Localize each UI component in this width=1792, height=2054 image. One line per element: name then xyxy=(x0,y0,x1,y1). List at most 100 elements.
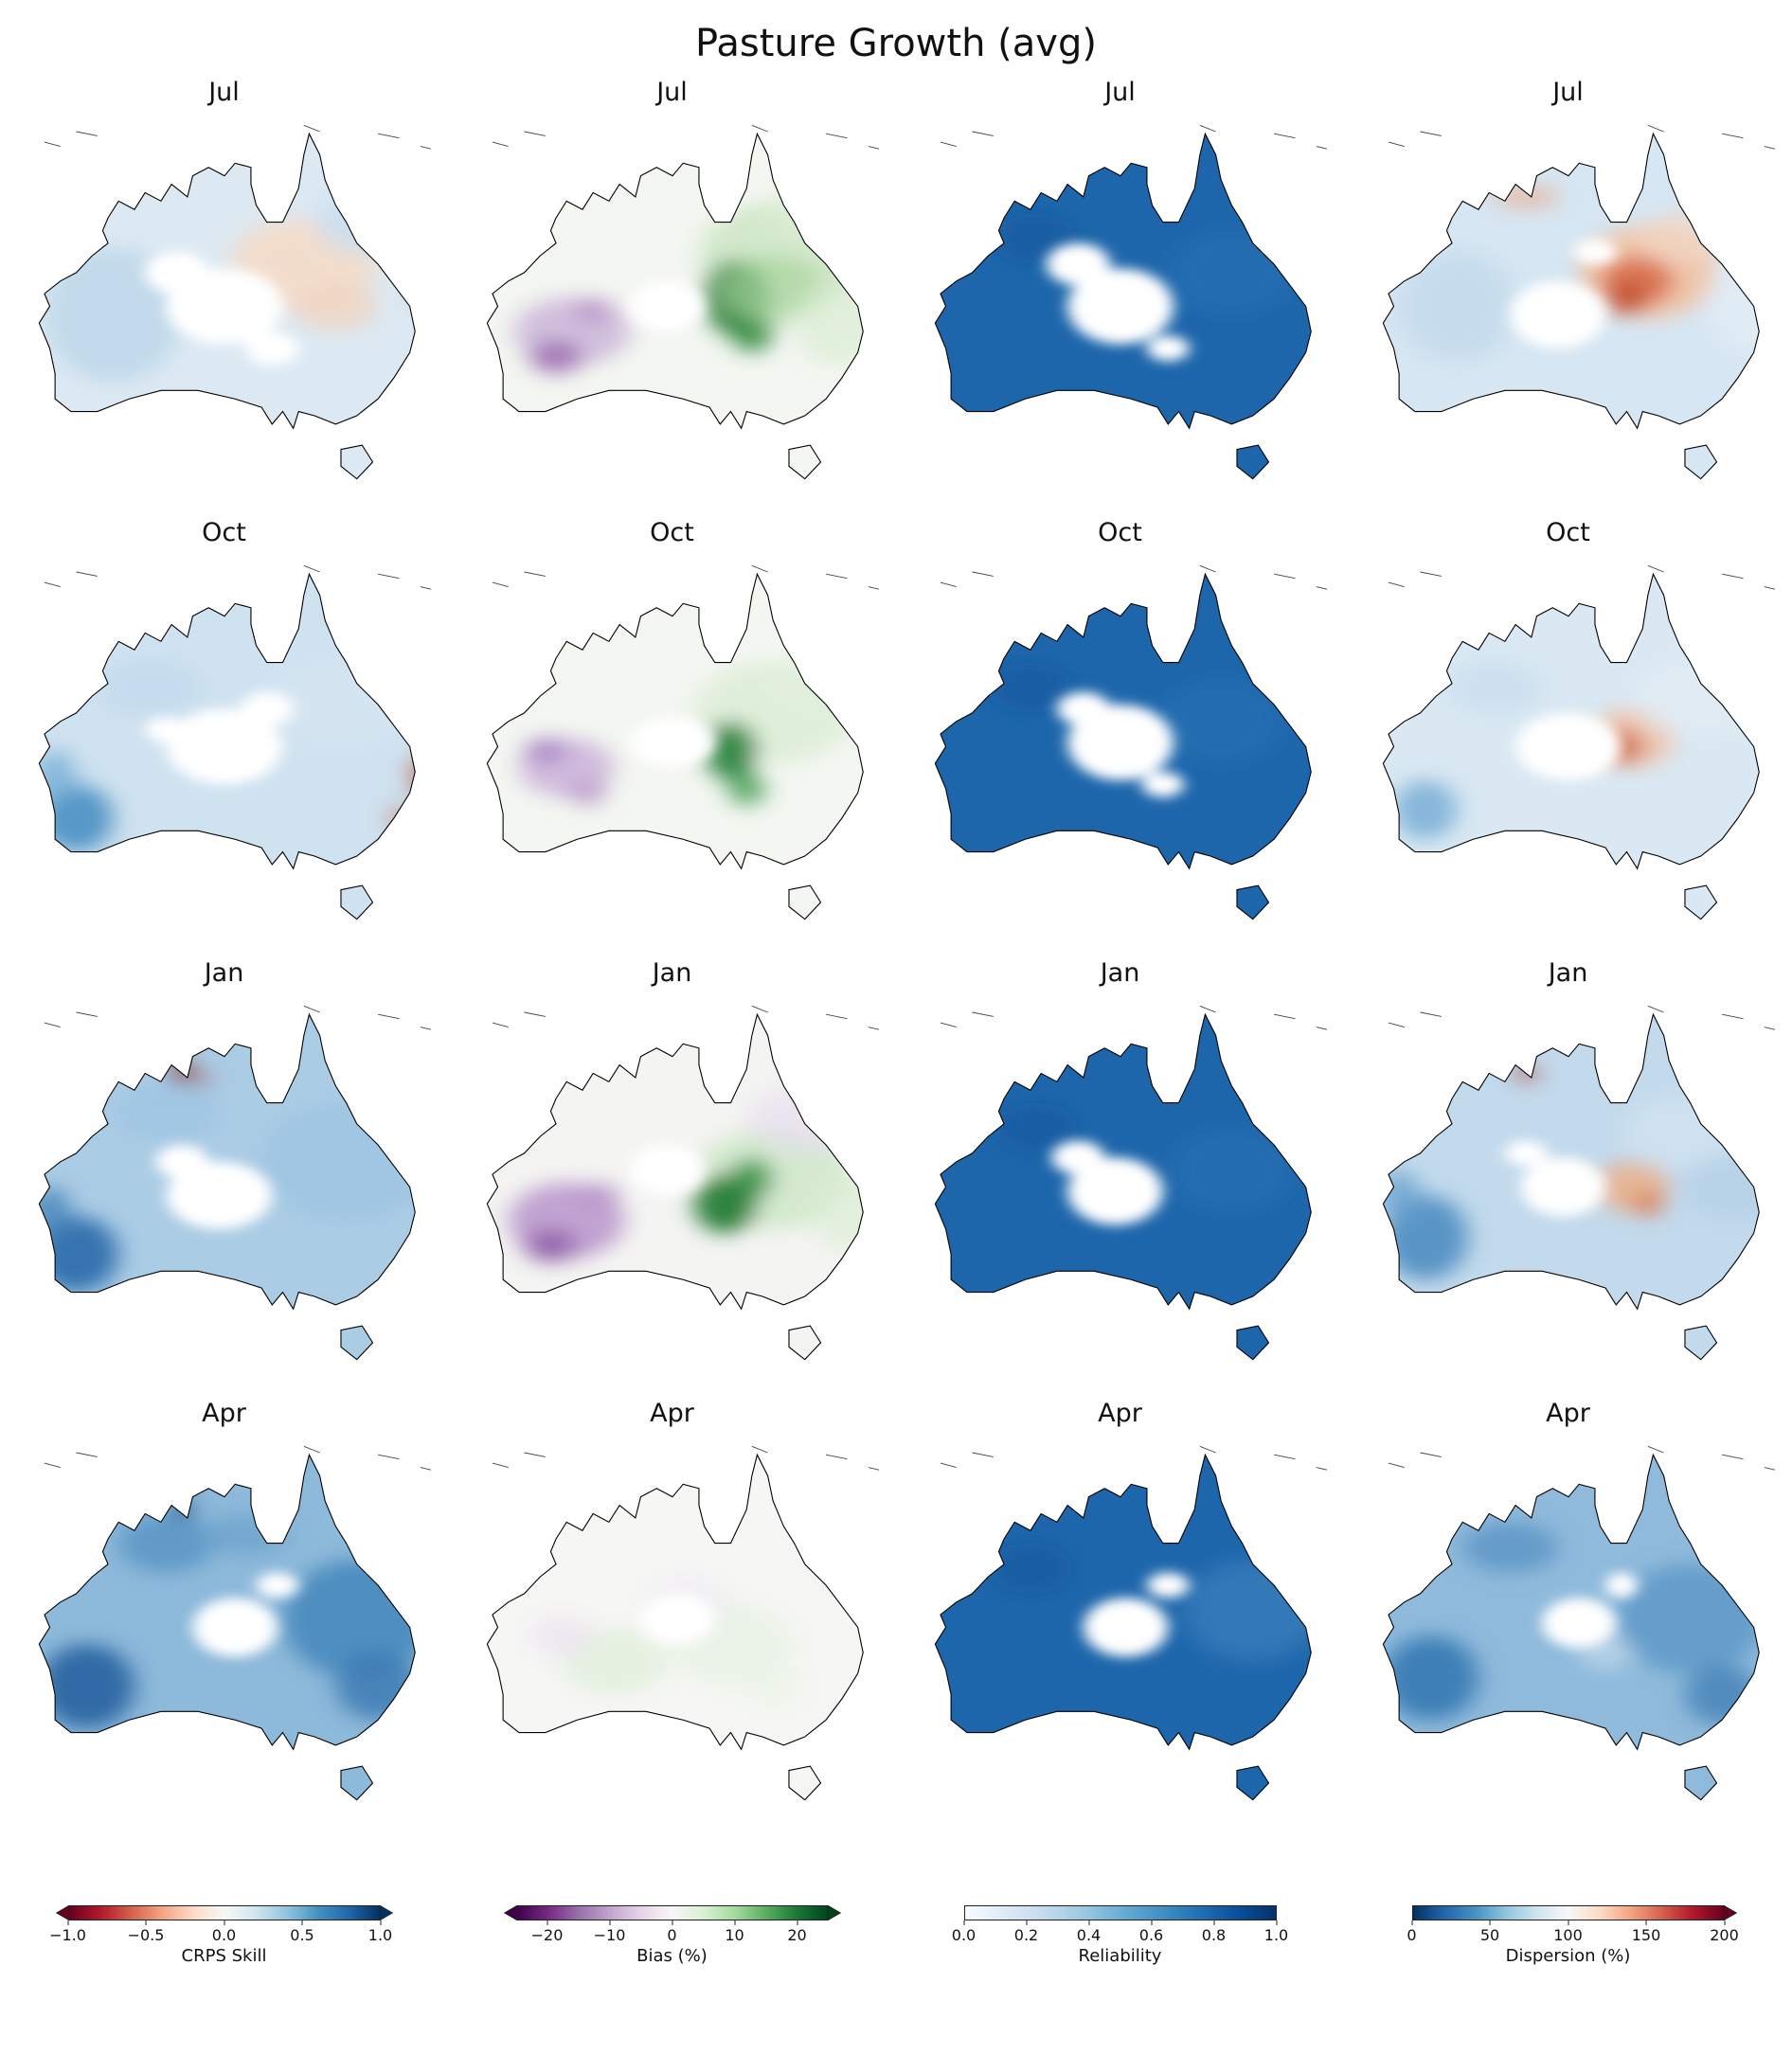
panel-month-label: Jan xyxy=(652,958,692,988)
offshore-islands-icon xyxy=(1388,125,1774,149)
colorbar-tick-label: 0.2 xyxy=(1013,1926,1039,1944)
mainland-coastline xyxy=(1383,1455,1759,1749)
figure-title: Pasture Growth (avg) xyxy=(695,22,1097,65)
colorbar-tick xyxy=(609,1920,610,1925)
mainland-coastline xyxy=(1383,1014,1759,1309)
tasmania-coastline xyxy=(1236,885,1268,920)
offshore-islands-icon xyxy=(940,125,1326,149)
map-panel-jul-crps-skill: Jul xyxy=(0,70,448,510)
colorbar-tick-label: 0.0 xyxy=(211,1926,237,1944)
colorbar-tick-label: 0.4 xyxy=(1076,1926,1102,1944)
map-panel-jan-crps-skill: Jan xyxy=(0,951,448,1391)
map-panel-apr-bias: Apr xyxy=(448,1391,896,1831)
mainland-coastline xyxy=(487,134,863,428)
colorbar-ticks: −1.0 −0.5 0.0 0.5 1.0 xyxy=(49,1920,392,1945)
map-panel-apr-dispersion: Apr xyxy=(1344,1391,1792,1831)
panel-month-label: Jul xyxy=(1552,78,1584,107)
colorbar-tick-label: −0.5 xyxy=(127,1926,165,1944)
tasmania-coastline xyxy=(788,1326,820,1360)
australia-map xyxy=(18,113,431,491)
mainland-coastline xyxy=(1383,134,1759,428)
australia-map xyxy=(18,993,431,1372)
colorbar-tick xyxy=(301,1920,303,1925)
tasmania-coastline xyxy=(788,1766,820,1800)
colorbar-extend-arrow-left-icon xyxy=(503,1905,517,1920)
mainland-coastline xyxy=(39,574,415,868)
offshore-islands-icon xyxy=(44,125,430,149)
colorbar-tick xyxy=(1026,1920,1027,1925)
map-panel-apr-crps-skill: Apr xyxy=(0,1391,448,1831)
mainland-coastline xyxy=(487,1014,863,1309)
mainland-coastline xyxy=(935,1455,1311,1749)
map-panel-oct-reliability: Oct xyxy=(896,510,1344,951)
panel-month-label: Jul xyxy=(656,78,688,107)
tasmania-coastline xyxy=(1684,1766,1716,1800)
colorbar-tick-label: 0 xyxy=(1407,1926,1417,1944)
mainland-coastline xyxy=(39,1014,415,1309)
offshore-islands-icon xyxy=(492,565,878,589)
colorbar-tick xyxy=(67,1920,68,1925)
panel-month-label: Oct xyxy=(202,518,246,547)
colorbar-tick-label: 0.0 xyxy=(951,1926,977,1944)
tasmania-coastline xyxy=(788,445,820,479)
colorbar-gradient xyxy=(963,1905,1277,1920)
tasmania-coastline xyxy=(340,1766,372,1800)
panel-month-label: Apr xyxy=(1098,1399,1142,1428)
tasmania-coastline xyxy=(340,1326,372,1360)
colorbar-tick xyxy=(1645,1920,1647,1925)
colorbar-tick-label: −1.0 xyxy=(49,1926,86,1944)
panel-month-label: Jan xyxy=(1100,958,1140,988)
colorbar-title: Bias (%) xyxy=(636,1946,708,1966)
colorbar-extend-arrow-right-icon xyxy=(379,1905,393,1920)
offshore-islands-icon xyxy=(44,1446,430,1470)
offshore-islands-icon xyxy=(940,1006,1326,1029)
mainland-coastline xyxy=(39,1455,415,1749)
australia-map xyxy=(1362,1434,1775,1813)
map-grid: Jul Jul Jul Jul Oct Oct Oct Oct Jan Jan Jan Jan Apr A… xyxy=(0,70,1792,1831)
colorbar-ticks: 0 50 100 150 200 xyxy=(1407,1920,1739,1945)
colorbar-tick-label: 1.0 xyxy=(1263,1926,1289,1944)
colorbar-extend-arrow-right-icon xyxy=(1723,1905,1737,1920)
colorbar-title: Reliability xyxy=(1078,1946,1162,1966)
panel-month-label: Oct xyxy=(1098,518,1142,547)
colorbar-tick-label: −10 xyxy=(593,1926,626,1944)
tasmania-coastline xyxy=(340,885,372,920)
colorbar-gradient xyxy=(67,1905,381,1920)
offshore-islands-icon xyxy=(1388,1006,1774,1029)
map-panel-jan-dispersion: Jan xyxy=(1344,951,1792,1391)
colorbar-tick xyxy=(1411,1920,1412,1925)
mainland-coastline xyxy=(487,1455,863,1749)
colorbar-title: Dispersion (%) xyxy=(1505,1946,1631,1966)
colorbar-tick-label: 10 xyxy=(725,1926,744,1944)
panel-month-label: Oct xyxy=(1546,518,1590,547)
australia-map xyxy=(1362,993,1775,1372)
map-panel-jul-bias: Jul xyxy=(448,70,896,510)
colorbar-tick xyxy=(145,1920,147,1925)
colorbar-reliability: 0.0 0.2 0.4 0.6 0.8 1.0 Reliability xyxy=(896,1905,1344,1966)
colorbar-tick-label: 0.5 xyxy=(290,1926,314,1944)
colorbar-crps-skill: −1.0 −0.5 0.0 0.5 1.0 CRPS Skill xyxy=(0,1905,448,1966)
colorbar-gradient xyxy=(1411,1905,1725,1920)
panel-month-label: Jan xyxy=(204,958,244,988)
tasmania-coastline xyxy=(340,445,372,479)
colorbar-ticks: −20 −10 0 10 20 xyxy=(516,1920,829,1945)
mainland-coastline xyxy=(487,574,863,868)
offshore-islands-icon xyxy=(1388,1446,1774,1470)
offshore-islands-icon xyxy=(940,565,1326,589)
mainland-coastline xyxy=(39,134,415,428)
mainland-coastline xyxy=(1383,574,1759,868)
map-panel-jan-bias: Jan xyxy=(448,951,896,1391)
offshore-islands-icon xyxy=(492,1006,878,1029)
colorbar-tick xyxy=(1489,1920,1491,1925)
mainland-coastline xyxy=(935,574,1311,868)
colorbar-extend-arrow-left-icon xyxy=(55,1905,69,1920)
map-panel-oct-dispersion: Oct xyxy=(1344,510,1792,951)
offshore-islands-icon xyxy=(44,1006,430,1029)
colorbar-tick xyxy=(1276,1920,1277,1925)
panel-month-label: Jul xyxy=(208,78,240,107)
colorbar-bias: −20 −10 0 10 20 Bias (%) xyxy=(448,1905,896,1966)
colorbar-tick-label: 100 xyxy=(1553,1926,1583,1944)
colorbar-tick xyxy=(1151,1920,1152,1925)
mainland-coastline xyxy=(935,134,1311,428)
